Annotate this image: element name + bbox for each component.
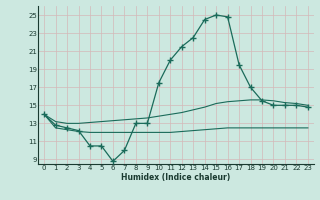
X-axis label: Humidex (Indice chaleur): Humidex (Indice chaleur) <box>121 173 231 182</box>
